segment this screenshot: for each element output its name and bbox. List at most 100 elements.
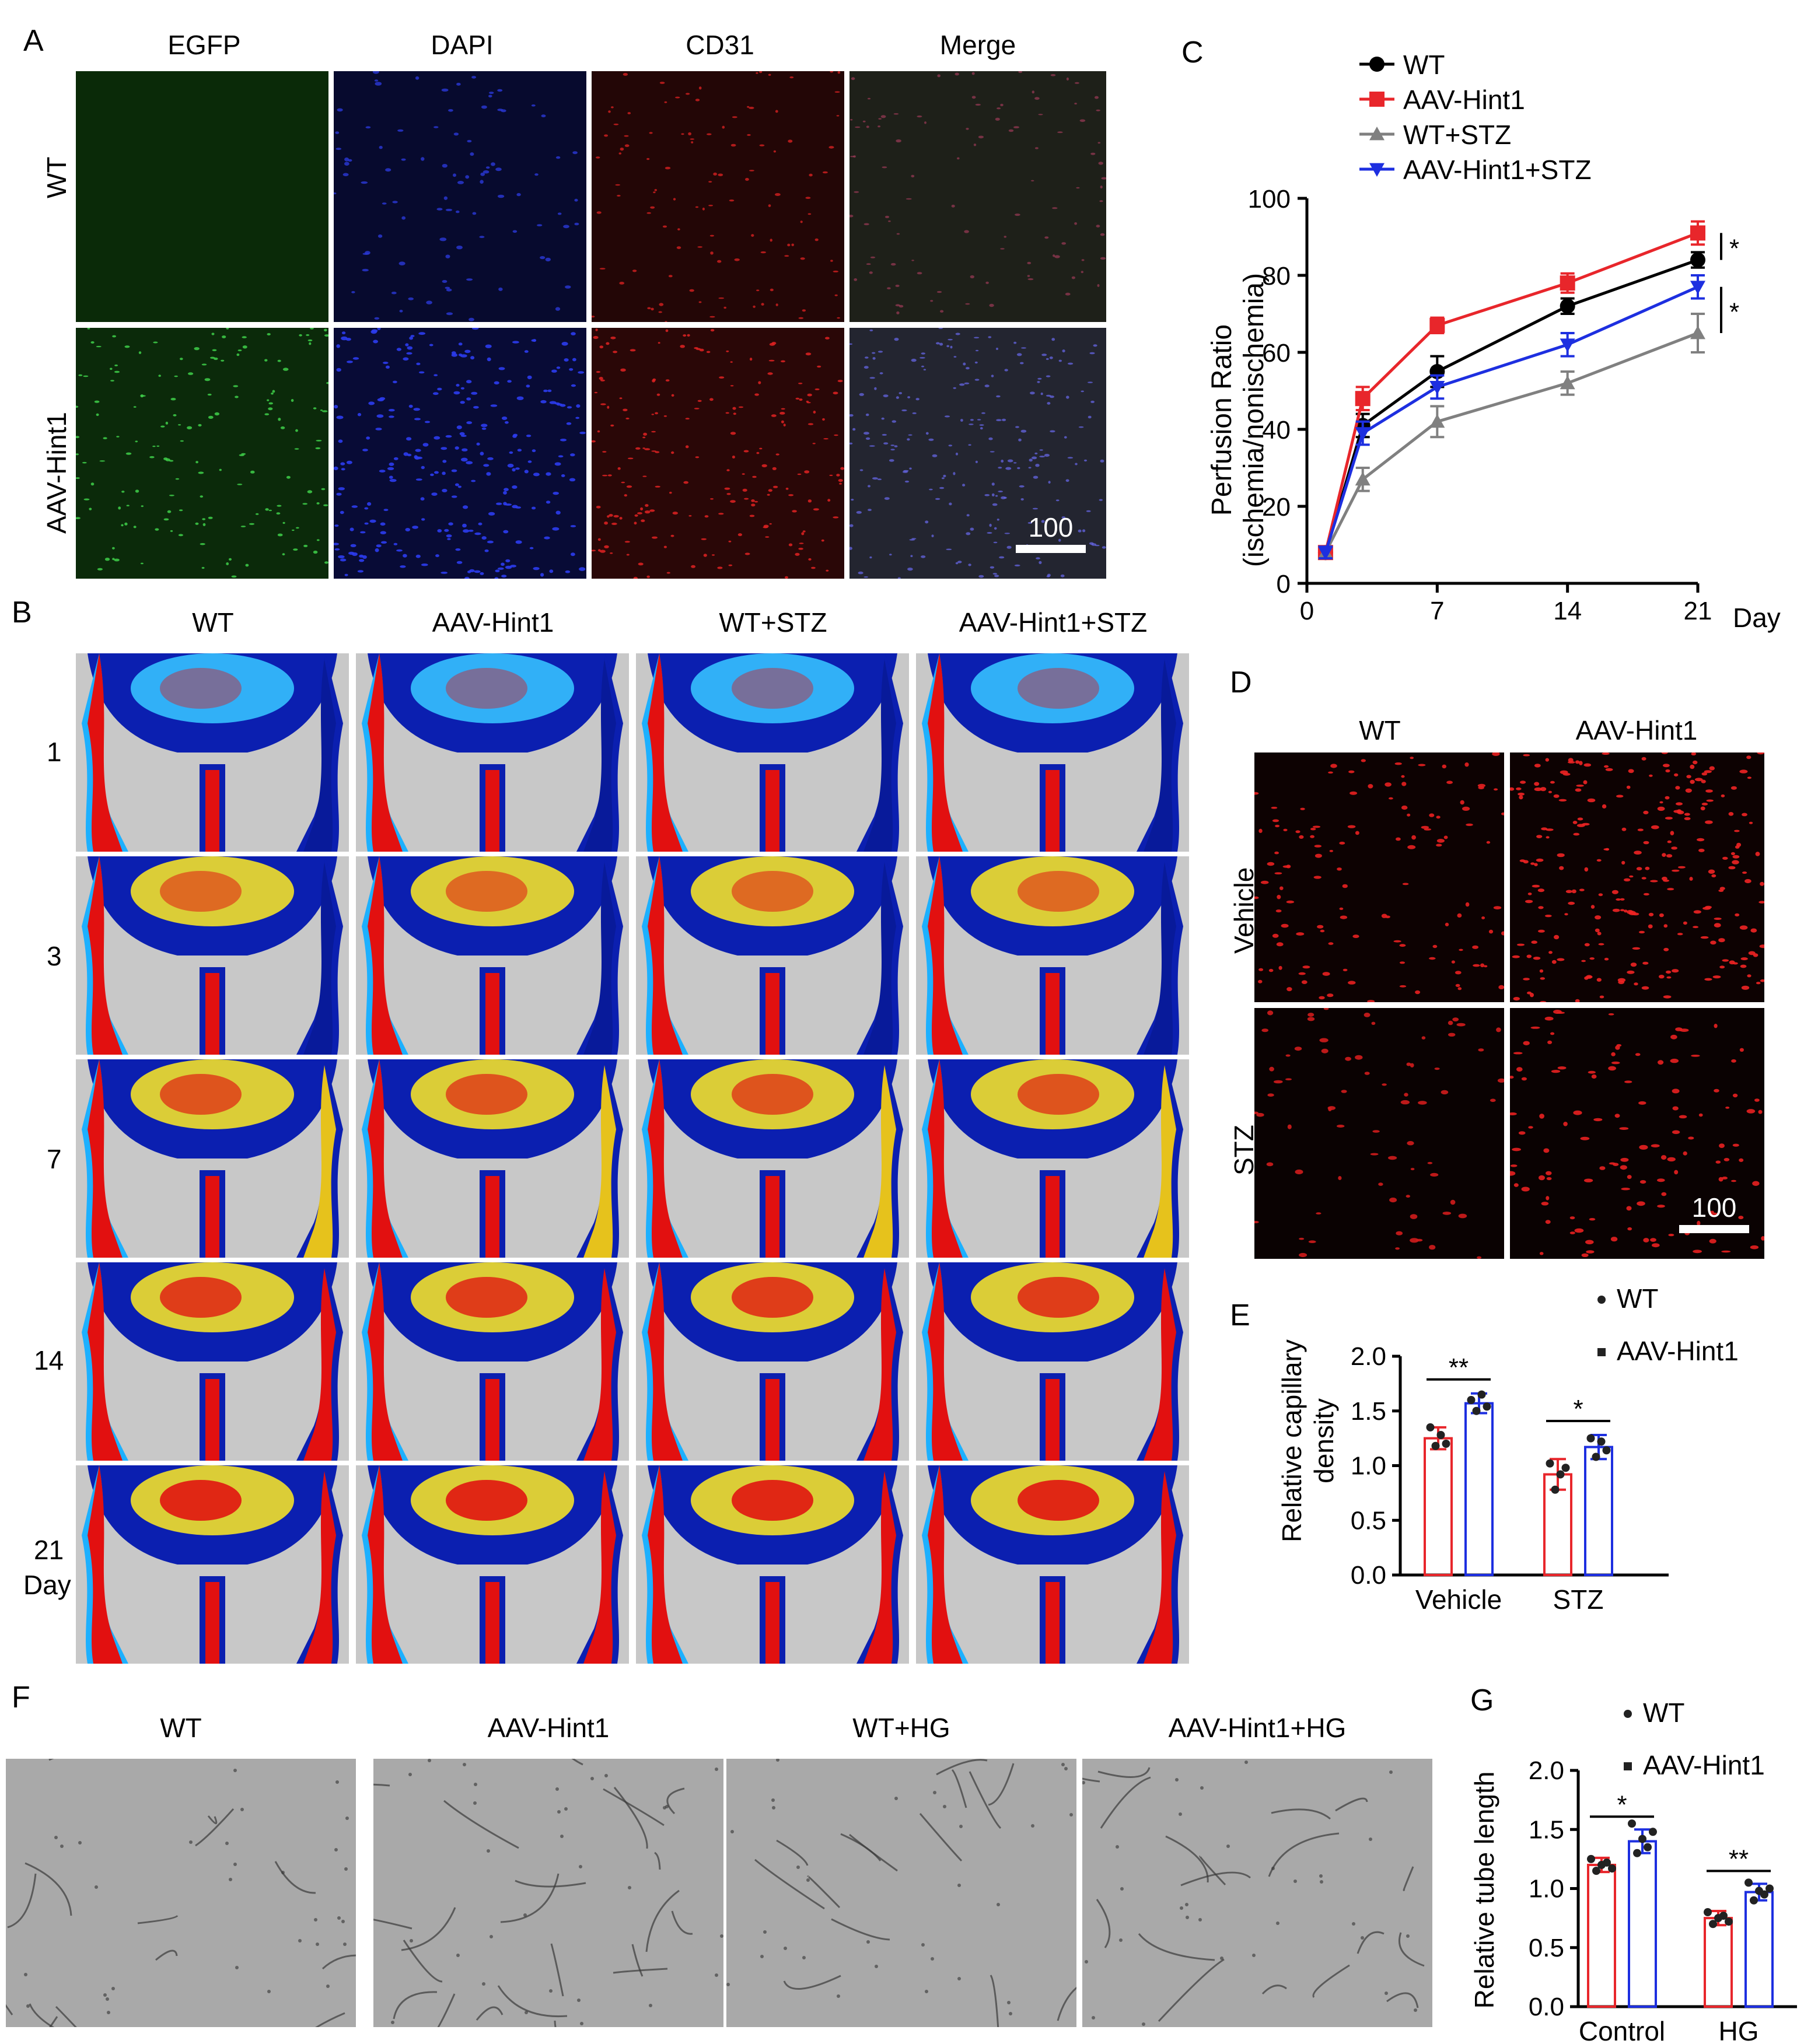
col-label-cd31: CD31 (686, 30, 754, 60)
e-ylabel: Relative capillary (1277, 1339, 1307, 1542)
panel-label-f: F (12, 1681, 30, 1714)
laser-doppler-image (76, 1059, 349, 1258)
data-point (1592, 1867, 1600, 1875)
sig-star: * (1617, 1790, 1627, 1819)
bar (1587, 1864, 1616, 2008)
laser-doppler-image (916, 653, 1189, 852)
b-row-day-3: 3 (47, 941, 62, 971)
data-point (1586, 1434, 1595, 1443)
c-data-point (1317, 546, 1333, 561)
laser-doppler-image (76, 1465, 349, 1664)
micrograph-cd31-wt (592, 71, 844, 322)
data-point (1638, 1835, 1646, 1843)
legend-marker (1624, 1710, 1632, 1718)
c-ylabel: Perfusion Ratio (1207, 324, 1237, 516)
c-xtick-label: 7 (1430, 597, 1444, 625)
laser-doppler-image (356, 1059, 629, 1258)
data-point (1644, 1843, 1652, 1852)
micrograph-d-wt-vehicle (1254, 752, 1504, 1002)
c-data-point (1690, 281, 1705, 295)
data-point (1546, 1459, 1554, 1468)
data-point (1556, 1470, 1565, 1479)
laser-doppler-image (356, 1262, 629, 1461)
data-point (1551, 1485, 1560, 1494)
b-col-aav: AAV-Hint1 (432, 607, 554, 638)
c-data-point (1355, 471, 1371, 486)
data-point (1426, 1423, 1435, 1432)
c-data-point (1429, 381, 1445, 395)
laser-doppler-image (76, 653, 349, 852)
sig-star: ** (1449, 1353, 1469, 1382)
bar (1584, 1446, 1613, 1576)
c-legend-label: WT+STZ (1403, 120, 1511, 150)
data-point (1750, 1896, 1758, 1905)
micrograph-cd31-aav (592, 328, 844, 579)
bar (1464, 1402, 1494, 1576)
c-data-point (1429, 317, 1445, 333)
ytick-label: 1.5 (1529, 1815, 1564, 1844)
c-ytick-label: 100 (1248, 185, 1291, 214)
data-point (1472, 1406, 1481, 1415)
b-day-label: Day (23, 1570, 71, 1600)
data-point (1760, 1890, 1768, 1899)
b-row-day-14: 14 (34, 1345, 64, 1376)
data-point (1587, 1854, 1595, 1863)
category-label: Control (1579, 2016, 1665, 2044)
data-point (1603, 1858, 1611, 1867)
tube-length-bar-chart: Relative tube length 0.0 0.5 1.0 1.5 2.0 Cont… (1469, 1698, 1797, 2044)
panel-label-c: C (1181, 36, 1204, 69)
c-data-point (1690, 326, 1705, 340)
c-ytick-label: 80 (1262, 262, 1291, 290)
tube-formation-image (726, 1759, 1076, 2027)
bar (1628, 1840, 1657, 2008)
b-row-day-21: 21 (34, 1535, 64, 1565)
panel-label-b: B (12, 596, 32, 629)
b-col-wt-stz: WT+STZ (719, 607, 827, 638)
c-series-line (1324, 258, 1698, 553)
laser-doppler-image (636, 653, 909, 852)
data-point (1744, 1878, 1753, 1887)
laser-doppler-image (356, 1465, 629, 1664)
c-legend-label: AAV-Hint1+STZ (1403, 155, 1592, 185)
c-data-point (1560, 375, 1575, 390)
data-point (1436, 1431, 1445, 1439)
c-data-point (1560, 338, 1575, 352)
ytick-label: 2.0 (1529, 1756, 1564, 1785)
row-label-wt: WT (41, 156, 72, 198)
f-col-wt: WT (160, 1713, 202, 1743)
bar (1424, 1437, 1453, 1576)
data-point (1719, 1912, 1728, 1920)
b-row-day-1: 1 (47, 737, 62, 767)
micrograph-dapi-wt (334, 71, 586, 322)
data-point (1633, 1849, 1641, 1857)
c-xtick-label: 14 (1553, 597, 1582, 625)
ytick-label: 1.5 (1351, 1397, 1386, 1426)
c-data-point (1690, 225, 1705, 241)
data-point (1709, 1920, 1717, 1929)
c-legend-label: WT (1403, 50, 1445, 80)
ytick-label: 0.0 (1529, 1993, 1564, 2021)
panel-label-a: A (23, 24, 44, 58)
legend-label: WT (1617, 1283, 1659, 1314)
sig-star: ** (1729, 1845, 1749, 1873)
data-point (1725, 1917, 1733, 1926)
scale-bar-d (1679, 1225, 1749, 1233)
data-point (1608, 1864, 1616, 1873)
data-point (1483, 1402, 1491, 1411)
c-xtick-label: 21 (1684, 597, 1712, 625)
sig-star: * (1573, 1395, 1583, 1423)
laser-doppler-image (916, 1262, 1189, 1461)
tube-formation-image (373, 1759, 723, 2027)
ytick-label: 0.5 (1351, 1506, 1386, 1535)
panel-label-d: D (1230, 666, 1252, 699)
data-point (1704, 1908, 1712, 1916)
c-xlabel: Day (1733, 603, 1781, 633)
col-label-dapi: DAPI (431, 30, 494, 60)
c-ytick-label: 20 (1262, 493, 1291, 522)
c-legend-marker (1369, 57, 1385, 72)
laser-doppler-image (356, 653, 629, 852)
f-col-aav-hg: AAV-Hint1+HG (1168, 1713, 1347, 1743)
laser-doppler-image (636, 1465, 909, 1664)
data-point (1467, 1396, 1476, 1404)
d-col-aav: AAV-Hint1 (1575, 715, 1698, 746)
